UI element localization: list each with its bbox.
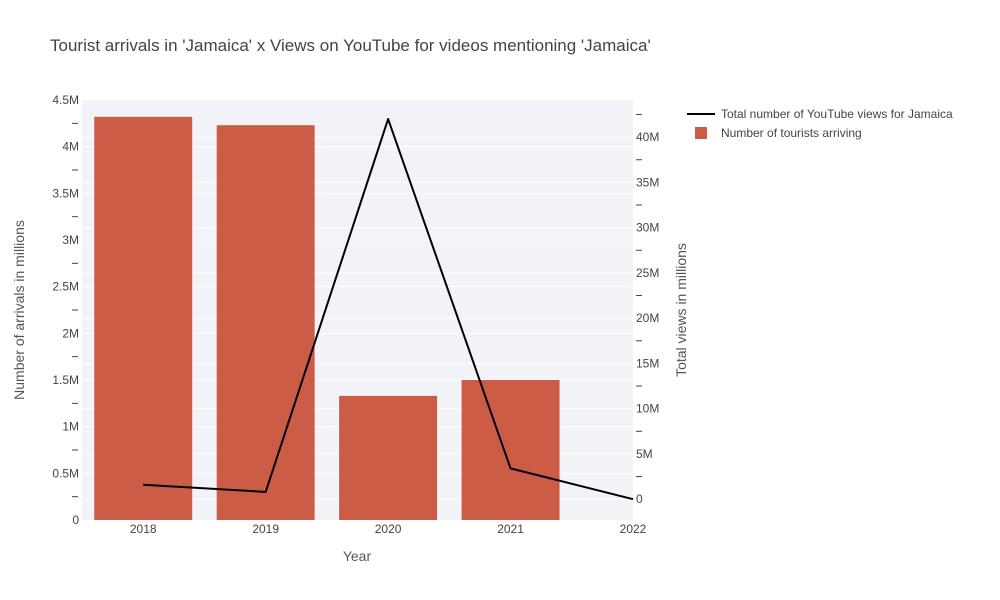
- legend-label-bar: Number of tourists arriving: [721, 126, 862, 140]
- y-right-axis-ticks: 0 5M 10M 15M 20M 25M 30M 35M 40M: [636, 113, 659, 506]
- legend-item-bar[interactable]: Number of tourists arriving: [695, 126, 862, 140]
- y-left-tick-label: 0.5M: [52, 466, 79, 480]
- line-series: [143, 118, 634, 501]
- y-left-tick-label: 3M: [62, 233, 79, 247]
- chart-title: Tourist arrivals in 'Jamaica' x Views on…: [50, 36, 651, 55]
- y-right-tick-label: 30M: [636, 221, 659, 235]
- y-right-tick-label: 35M: [636, 175, 659, 189]
- legend[interactable]: Total number of YouTube views for Jamaic…: [687, 107, 953, 140]
- y-left-tick-label: 0: [72, 513, 79, 527]
- legend-bar-swatch: [695, 127, 707, 139]
- y-right-tick-label: 40M: [636, 130, 659, 144]
- y-left-tick-label: 4M: [62, 140, 79, 154]
- x-tick-label: 2020: [375, 522, 402, 536]
- y-right-tick-label: 0: [636, 492, 643, 506]
- x-axis-title: Year: [343, 548, 372, 564]
- bar-2019: [216, 125, 315, 520]
- legend-item-line[interactable]: Total number of YouTube views for Jamaic…: [687, 107, 953, 121]
- x-tick-label: 2022: [620, 522, 647, 536]
- bar-2021: [461, 380, 560, 520]
- y-left-tick-label: 2.5M: [52, 280, 79, 294]
- y-right-tick-label: 25M: [636, 266, 659, 280]
- x-tick-label: 2018: [130, 522, 157, 536]
- y-left-tick-label: 1M: [62, 420, 79, 434]
- y-right-axis-title: Total views in millions: [673, 243, 689, 377]
- y-left-tick-label: 2M: [62, 326, 79, 340]
- y-right-tick-label: 15M: [636, 356, 659, 370]
- y-left-tick-label: 1.5M: [52, 373, 79, 387]
- legend-label-line: Total number of YouTube views for Jamaic…: [721, 107, 953, 121]
- x-axis-ticks: 2018 2019 2020 2021 2022: [130, 522, 647, 536]
- y-right-tick-label: 5M: [636, 447, 653, 461]
- y-left-axis-ticks: 0 0.5M 1M 1.5M 2M 2.5M 3M 3.5M 4M 4.5M: [52, 93, 79, 527]
- bar-series: [94, 116, 560, 521]
- x-tick-label: 2021: [497, 522, 524, 536]
- y-left-tick-label: 4.5M: [52, 93, 79, 107]
- y-left-tick-label: 3.5M: [52, 186, 79, 200]
- y-left-axis-title: Number of arrivals in millions: [11, 220, 27, 400]
- x-tick-label: 2019: [252, 522, 279, 536]
- bar-2020: [339, 395, 438, 520]
- bar-2018: [94, 116, 193, 521]
- y-right-tick-label: 20M: [636, 311, 659, 325]
- y-right-tick-label: 10M: [636, 402, 659, 416]
